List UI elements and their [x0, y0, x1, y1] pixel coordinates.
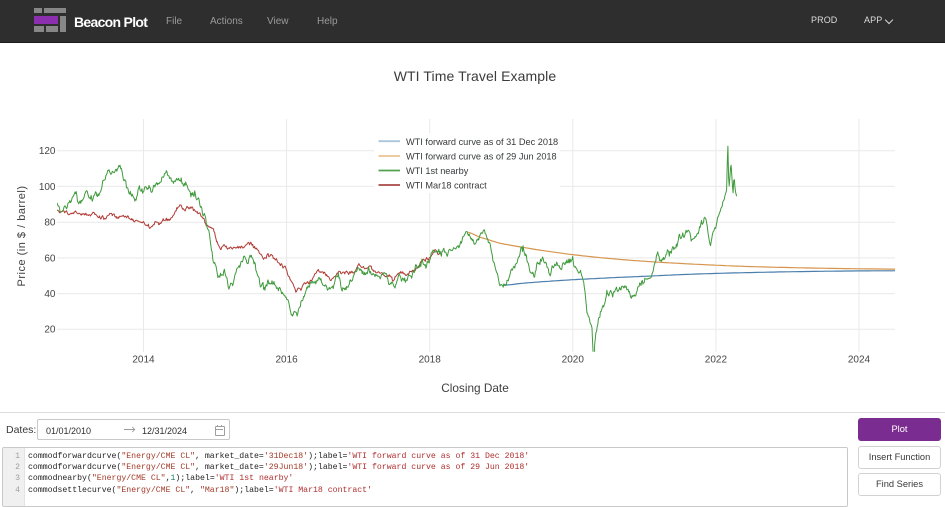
svg-text:2018: 2018: [419, 355, 442, 366]
svg-text:60: 60: [44, 253, 56, 264]
svg-text:Closing Date: Closing Date: [441, 381, 509, 395]
svg-text:80: 80: [44, 218, 56, 229]
svg-text:2020: 2020: [562, 355, 585, 366]
svg-text:WTI Mar18 contract: WTI Mar18 contract: [406, 181, 487, 191]
svg-text:40: 40: [44, 289, 56, 300]
svg-text:2022: 2022: [705, 355, 728, 366]
svg-text:WTI 1st nearby: WTI 1st nearby: [406, 166, 469, 176]
svg-text:100: 100: [39, 182, 56, 193]
svg-text:WTI forward curve as of 29 Jun: WTI forward curve as of 29 Jun 2018: [406, 152, 557, 162]
svg-text:WTI Time Travel Example: WTI Time Travel Example: [394, 68, 557, 84]
svg-text:2014: 2014: [132, 355, 155, 366]
svg-text:20: 20: [44, 325, 56, 336]
svg-text:120: 120: [39, 146, 56, 157]
svg-text:2024: 2024: [848, 355, 871, 366]
svg-text:2016: 2016: [275, 355, 298, 366]
svg-text:Price (in $ / barrel): Price (in $ / barrel): [16, 186, 28, 287]
svg-text:WTI forward curve as of 31 Dec: WTI forward curve as of 31 Dec 2018: [406, 137, 558, 147]
